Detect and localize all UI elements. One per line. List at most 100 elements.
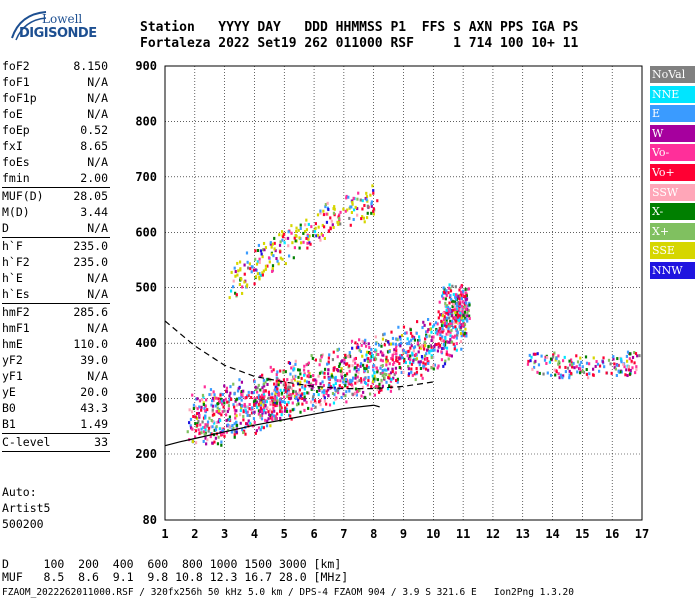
echo-point bbox=[322, 209, 325, 213]
x-tick-label: 15 bbox=[575, 527, 589, 541]
x-tick-label: 16 bbox=[605, 527, 619, 541]
echo-point bbox=[240, 277, 243, 281]
echo-point bbox=[560, 374, 563, 378]
x-tick-label: 14 bbox=[545, 527, 559, 541]
echo-point bbox=[458, 288, 461, 292]
echo-point bbox=[568, 376, 571, 380]
echo-point bbox=[454, 311, 457, 315]
echo-point bbox=[447, 325, 450, 329]
echo-point bbox=[295, 396, 298, 400]
echo-point bbox=[271, 396, 274, 400]
echo-point bbox=[426, 368, 430, 372]
echo-point bbox=[296, 380, 299, 384]
echo-point bbox=[463, 310, 467, 314]
echo-point bbox=[406, 337, 409, 341]
echo-point bbox=[237, 387, 240, 391]
echo-point bbox=[360, 380, 363, 384]
echo-point bbox=[372, 191, 375, 195]
echo-point bbox=[436, 366, 439, 370]
echo-point bbox=[232, 382, 235, 386]
echo-point bbox=[247, 390, 250, 394]
echo-point bbox=[402, 349, 405, 353]
echo-point bbox=[321, 353, 324, 357]
echo-point bbox=[295, 226, 298, 230]
echo-point bbox=[631, 355, 635, 359]
echo-point bbox=[536, 370, 539, 374]
echo-point bbox=[248, 262, 251, 266]
echo-point bbox=[442, 339, 445, 343]
echo-point bbox=[240, 393, 243, 397]
echo-point bbox=[293, 394, 297, 398]
echo-point bbox=[354, 387, 358, 391]
echo-point bbox=[255, 400, 259, 404]
echo-point bbox=[305, 363, 308, 367]
y-tick-label: 80 bbox=[143, 513, 157, 527]
logo-lowell: Lowell bbox=[42, 12, 83, 26]
echo-point bbox=[442, 296, 445, 300]
echo-point bbox=[307, 361, 310, 365]
legend-item: NoVal bbox=[650, 66, 695, 83]
echo-point bbox=[445, 311, 448, 315]
echo-point bbox=[394, 342, 397, 346]
echo-point bbox=[432, 323, 436, 327]
echo-point bbox=[442, 342, 445, 346]
echo-point bbox=[235, 414, 238, 418]
echo-point bbox=[447, 323, 451, 327]
echo-point bbox=[468, 303, 471, 307]
echo-point bbox=[287, 361, 290, 365]
echo-point bbox=[380, 380, 383, 384]
auto-label: Auto: bbox=[2, 485, 37, 499]
echo-point bbox=[376, 378, 380, 382]
echo-point bbox=[463, 303, 466, 307]
echo-point bbox=[292, 256, 295, 260]
echo-point bbox=[327, 394, 330, 398]
echo-point bbox=[379, 366, 382, 370]
echo-point bbox=[212, 398, 215, 402]
echo-point bbox=[460, 294, 463, 298]
echo-point bbox=[464, 291, 467, 295]
echo-point bbox=[304, 223, 307, 227]
echo-point bbox=[383, 343, 386, 347]
echo-point bbox=[360, 394, 363, 398]
echo-point bbox=[312, 230, 315, 234]
echo-point bbox=[240, 404, 243, 408]
echo-point bbox=[192, 407, 195, 411]
echo-point bbox=[323, 399, 327, 403]
param-value: N/A bbox=[87, 75, 108, 89]
echo-point bbox=[256, 260, 259, 264]
echo-point bbox=[205, 398, 208, 402]
echo-point bbox=[598, 364, 602, 368]
echo-point bbox=[370, 211, 373, 215]
polarization-legend: NoVal NNE E W Vo- Vo+ SSW X- X+ SSE NNW bbox=[650, 66, 695, 282]
echo-point bbox=[444, 291, 447, 295]
echo-point bbox=[538, 371, 541, 375]
echo-point bbox=[279, 250, 282, 254]
echo-point bbox=[204, 409, 207, 413]
echo-point bbox=[266, 377, 269, 381]
echo-point bbox=[332, 401, 336, 405]
echo-point bbox=[269, 408, 272, 412]
echo-point bbox=[362, 378, 366, 382]
echo-point bbox=[213, 440, 216, 444]
echo-point bbox=[246, 410, 249, 414]
echo-point bbox=[332, 383, 335, 387]
echo-point bbox=[233, 435, 236, 439]
echo-point bbox=[306, 241, 309, 245]
x-tick-label: 3 bbox=[221, 527, 228, 541]
echo-point bbox=[360, 217, 363, 221]
echo-point bbox=[203, 407, 206, 411]
echo-point bbox=[274, 385, 277, 389]
echo-point bbox=[542, 372, 545, 376]
echo-point bbox=[344, 378, 348, 382]
echo-point bbox=[238, 402, 241, 406]
echo-point bbox=[635, 367, 638, 371]
echo-point bbox=[262, 382, 266, 386]
echo-point bbox=[277, 262, 280, 266]
echo-point bbox=[318, 235, 321, 239]
echo-point bbox=[373, 358, 376, 362]
echo-point bbox=[455, 348, 458, 352]
echo-point bbox=[376, 199, 379, 203]
echo-point bbox=[202, 401, 205, 405]
echo-point bbox=[333, 205, 336, 209]
echo-point bbox=[194, 435, 197, 439]
